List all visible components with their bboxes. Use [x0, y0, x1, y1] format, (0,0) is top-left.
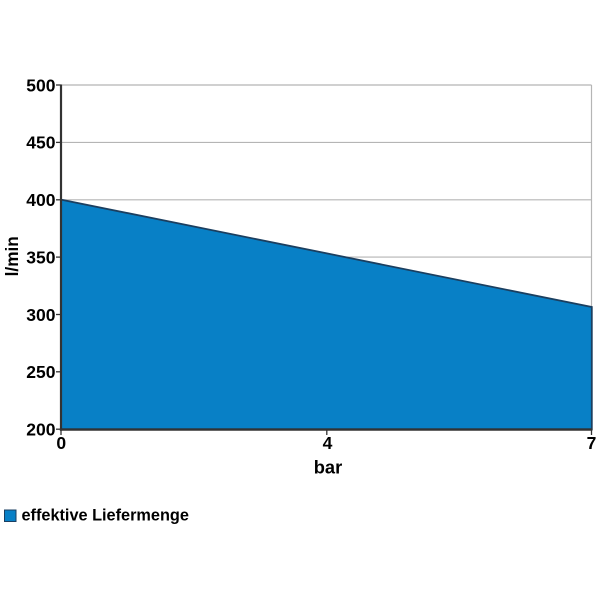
svg-text:4: 4: [323, 433, 333, 453]
svg-text:200: 200: [26, 420, 55, 440]
svg-text:500: 500: [26, 75, 55, 95]
svg-text:250: 250: [26, 362, 55, 382]
svg-text:0: 0: [56, 433, 66, 453]
svg-text:350: 350: [26, 247, 55, 267]
svg-text:7: 7: [587, 433, 597, 453]
svg-text:400: 400: [26, 190, 55, 210]
svg-text:300: 300: [26, 305, 55, 325]
svg-text:450: 450: [26, 133, 55, 153]
svg-text:bar: bar: [314, 456, 342, 477]
svg-text:l/min: l/min: [2, 236, 22, 276]
svg-text:effektive Liefermenge: effektive Liefermenge: [22, 507, 189, 525]
